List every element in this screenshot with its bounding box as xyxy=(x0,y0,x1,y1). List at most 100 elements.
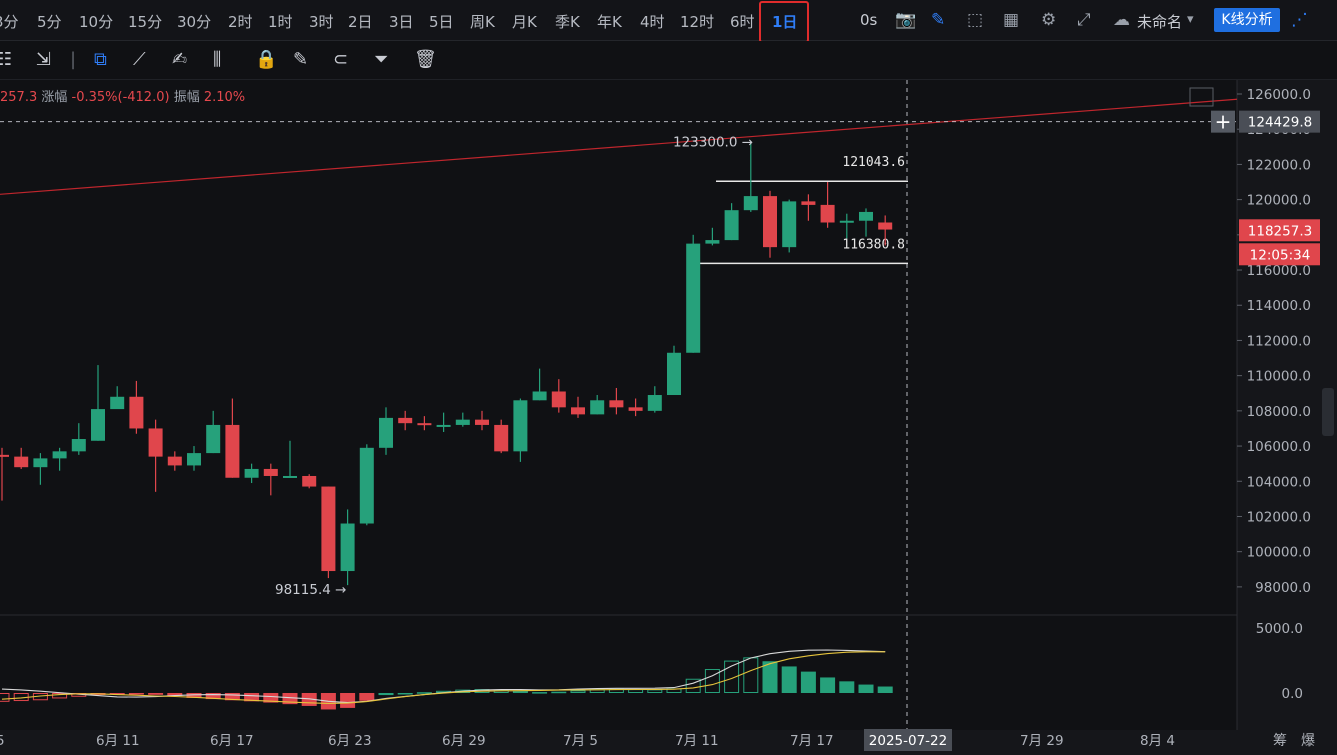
liquidation-label: 爆 xyxy=(1301,733,1315,749)
crosshair-add-button xyxy=(1211,110,1235,133)
candle-body-7 xyxy=(129,396,144,429)
candle-body-33 xyxy=(628,407,643,411)
price-chart[interactable]: 126000.0124000.0122000.0120000.0118000.0… xyxy=(0,80,1337,755)
timeframe-6[interactable]: 1时 xyxy=(268,13,293,31)
candle-body-13 xyxy=(244,468,259,478)
timeframe-10[interactable]: 5日 xyxy=(429,13,454,31)
timeframe-5[interactable]: 2时 xyxy=(228,13,253,31)
timeframe-13[interactable]: 季K xyxy=(555,13,580,31)
trash-icon[interactable]: 🗑 xyxy=(414,49,437,70)
candle-body-34 xyxy=(647,395,662,411)
timeframe-9[interactable]: 3日 xyxy=(389,13,414,31)
volume-bar-18 xyxy=(340,693,356,708)
filter-icon[interactable]: ⏷ xyxy=(374,49,389,70)
volume-bar-0 xyxy=(0,693,10,702)
time-tick-label-2: 6月 17 xyxy=(210,733,254,749)
candle-body-15 xyxy=(283,475,297,478)
volume-bar-10 xyxy=(186,693,202,698)
candle-body-24 xyxy=(455,419,470,425)
candle-body-39 xyxy=(743,196,758,211)
candles-icon[interactable]: ⫼ xyxy=(213,49,222,70)
range-top-label: 121043.6 xyxy=(842,155,905,170)
timeframe-12[interactable]: 月K xyxy=(512,13,537,31)
price-tick-label-13: 100000.0 xyxy=(1247,545,1311,561)
timeframe-11[interactable]: 周K xyxy=(470,13,495,31)
price-tick-label-7: 112000.0 xyxy=(1247,333,1311,349)
drawing-toolbar xyxy=(0,41,1337,80)
candle-body-31 xyxy=(590,400,605,415)
timeframe-14[interactable]: 年K xyxy=(597,13,622,31)
time-axis-panel xyxy=(0,730,1337,755)
fullscreen-icon[interactable]: ⤢ xyxy=(1077,10,1091,30)
crosshair-plus-icon: + xyxy=(1215,110,1232,134)
price-tick-label-2: 122000.0 xyxy=(1247,157,1311,173)
measure-icon[interactable]: ⇲ xyxy=(36,49,52,70)
divider: | xyxy=(70,49,77,70)
last-price-box xyxy=(1239,219,1320,242)
candle-body-42 xyxy=(801,201,816,205)
volume-bar-41 xyxy=(781,666,797,693)
timeframe-0[interactable]: 3分 xyxy=(0,13,19,31)
volume-bar-6 xyxy=(109,693,125,695)
price-tick-label-11: 104000.0 xyxy=(1247,474,1311,490)
volume-bar-13 xyxy=(244,693,260,702)
candle-body-17 xyxy=(321,486,336,572)
current-price-fragment: 257.3 xyxy=(0,90,38,105)
time-tick-label-6: 7月 11 xyxy=(675,733,719,749)
countdown-toggle[interactable]: 0s xyxy=(860,11,878,29)
timeframe-15[interactable]: 4时 xyxy=(640,13,665,31)
crosshair-price-box xyxy=(1239,110,1320,133)
brush-icon[interactable]: ✍ xyxy=(172,49,188,70)
timeframe-17[interactable]: 6时 xyxy=(730,13,755,31)
countdown-box xyxy=(1239,243,1320,266)
volume-bar-27 xyxy=(512,690,528,693)
timeframe-16[interactable]: 12时 xyxy=(680,13,715,31)
share-icon[interactable]: ⋰ xyxy=(1291,10,1308,30)
change-value: -0.35%(-412.0) xyxy=(71,90,170,105)
volume-bar-20 xyxy=(378,693,394,696)
last-price-label: 118257.3 xyxy=(1248,223,1312,239)
timeframe-3[interactable]: 15分 xyxy=(128,13,163,31)
collapse-handle[interactable] xyxy=(1322,388,1334,436)
timeframe-2[interactable]: 10分 xyxy=(79,13,114,31)
timeframe-8[interactable]: 2日 xyxy=(348,13,373,31)
timeframe-7[interactable]: 3时 xyxy=(309,13,334,31)
candle-body-5 xyxy=(91,409,105,441)
copy-icon[interactable]: ⧉ xyxy=(94,49,107,70)
candle-body-45 xyxy=(859,211,873,221)
settings-icon[interactable]: ⚙ xyxy=(1041,10,1057,30)
candle-body-4 xyxy=(71,439,86,452)
volume-bar-45 xyxy=(858,684,874,693)
timeframe-4[interactable]: 30分 xyxy=(177,13,212,31)
countdown-label: 12:05:34 xyxy=(1250,247,1311,263)
layout-name[interactable]: 未命名 xyxy=(1137,13,1183,31)
pen-icon[interactable]: ✎ xyxy=(931,10,946,30)
candle-body-30 xyxy=(571,407,585,415)
note-icon[interactable]: ✎ xyxy=(293,49,309,70)
cloud-icon[interactable]: ☁ xyxy=(1113,10,1130,30)
price-tick-label-9: 108000.0 xyxy=(1247,404,1311,420)
timeframe-18[interactable]: 1日 xyxy=(772,13,798,31)
volume-bar-43 xyxy=(820,677,836,693)
price-tick-label-8: 110000.0 xyxy=(1247,369,1311,385)
ruler-icon[interactable]: ⟋ xyxy=(133,49,146,70)
volume-bar-11 xyxy=(205,693,221,700)
camera-icon[interactable]: 📷 xyxy=(895,10,917,30)
crop-icon[interactable]: ⬚ xyxy=(967,10,984,30)
text-note-icon[interactable]: ☷ xyxy=(0,49,13,70)
chevron-down-icon[interactable]: ▾ xyxy=(1187,12,1194,27)
volume-bar-28 xyxy=(532,692,548,694)
k-analysis-button[interactable]: K线分析 xyxy=(1214,8,1280,32)
candle-body-44 xyxy=(839,220,854,223)
calculator-icon[interactable]: ▦ xyxy=(1003,10,1020,30)
candle-body-22 xyxy=(417,423,432,426)
lock-icon[interactable]: 🔒 xyxy=(255,49,278,70)
low-annotation: 98115.4 → xyxy=(275,582,346,598)
price-tick-label-3: 120000.0 xyxy=(1247,193,1311,209)
volume-bar-38 xyxy=(724,660,740,693)
time-tick-label-7: 7月 17 xyxy=(790,733,834,749)
price-tick-label-10: 106000.0 xyxy=(1247,439,1311,455)
magnet-icon[interactable]: ⊂ xyxy=(333,49,349,70)
amplitude-value: 2.10% xyxy=(203,90,246,105)
timeframe-1[interactable]: 5分 xyxy=(37,13,62,31)
